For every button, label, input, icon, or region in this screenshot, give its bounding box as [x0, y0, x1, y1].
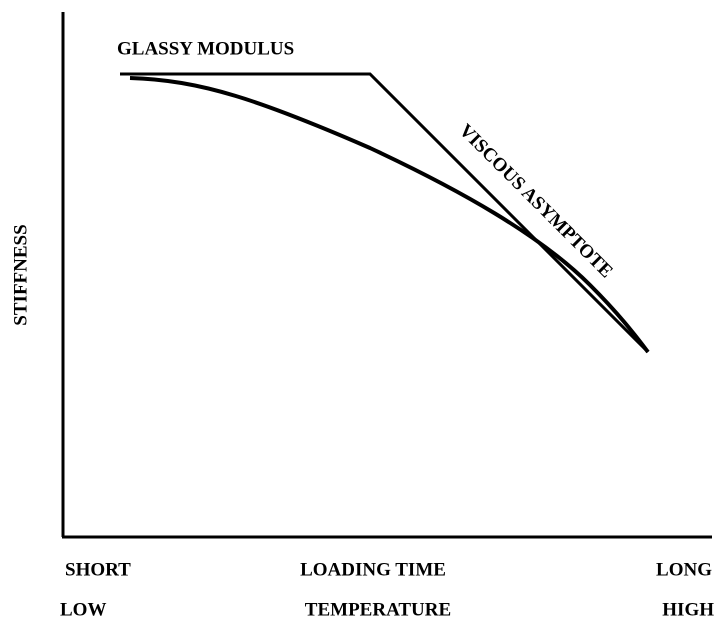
y-axis-label: STIFFNESS — [10, 224, 31, 325]
x-label-right: LONG — [656, 559, 712, 580]
x-label-right-2: HIGH — [662, 599, 714, 620]
x-label-center-2: TEMPERATURE — [305, 599, 451, 620]
viscous-label: VISCOUS ASYMPTOTE — [455, 120, 617, 282]
x-label-left: SHORT — [65, 559, 131, 580]
x-label-center: LOADING TIME — [300, 559, 446, 580]
stiffness-curve — [129, 76, 650, 354]
glassy-viscous-asymptotes — [120, 72, 650, 354]
glassy-label: GLASSY MODULUS — [117, 38, 294, 59]
x-label-left-2: LOW — [60, 599, 106, 620]
